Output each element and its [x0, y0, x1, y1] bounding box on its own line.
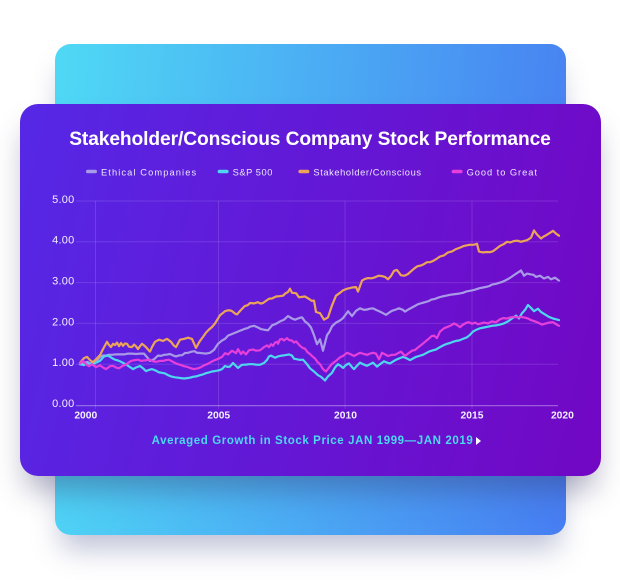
svg-text:4.00: 4.00 — [52, 235, 74, 247]
svg-text:2010: 2010 — [334, 411, 357, 422]
svg-text:Good to Great: Good to Great — [467, 167, 538, 177]
svg-text:0.00: 0.00 — [52, 398, 74, 410]
svg-text:2.00: 2.00 — [52, 316, 74, 328]
svg-text:2020: 2020 — [551, 411, 574, 422]
svg-text:2015: 2015 — [461, 411, 484, 422]
svg-text:3.00: 3.00 — [52, 276, 74, 288]
svg-text:Stakeholder/Conscious: Stakeholder/Conscious — [313, 167, 421, 177]
svg-text:Ethical Companies: Ethical Companies — [101, 167, 197, 177]
svg-text:1.00: 1.00 — [52, 357, 74, 369]
svg-text:2005: 2005 — [207, 411, 230, 422]
svg-text:2000: 2000 — [74, 411, 97, 422]
svg-text:5.00: 5.00 — [52, 194, 74, 206]
svg-text:S&P 500: S&P 500 — [233, 167, 273, 177]
